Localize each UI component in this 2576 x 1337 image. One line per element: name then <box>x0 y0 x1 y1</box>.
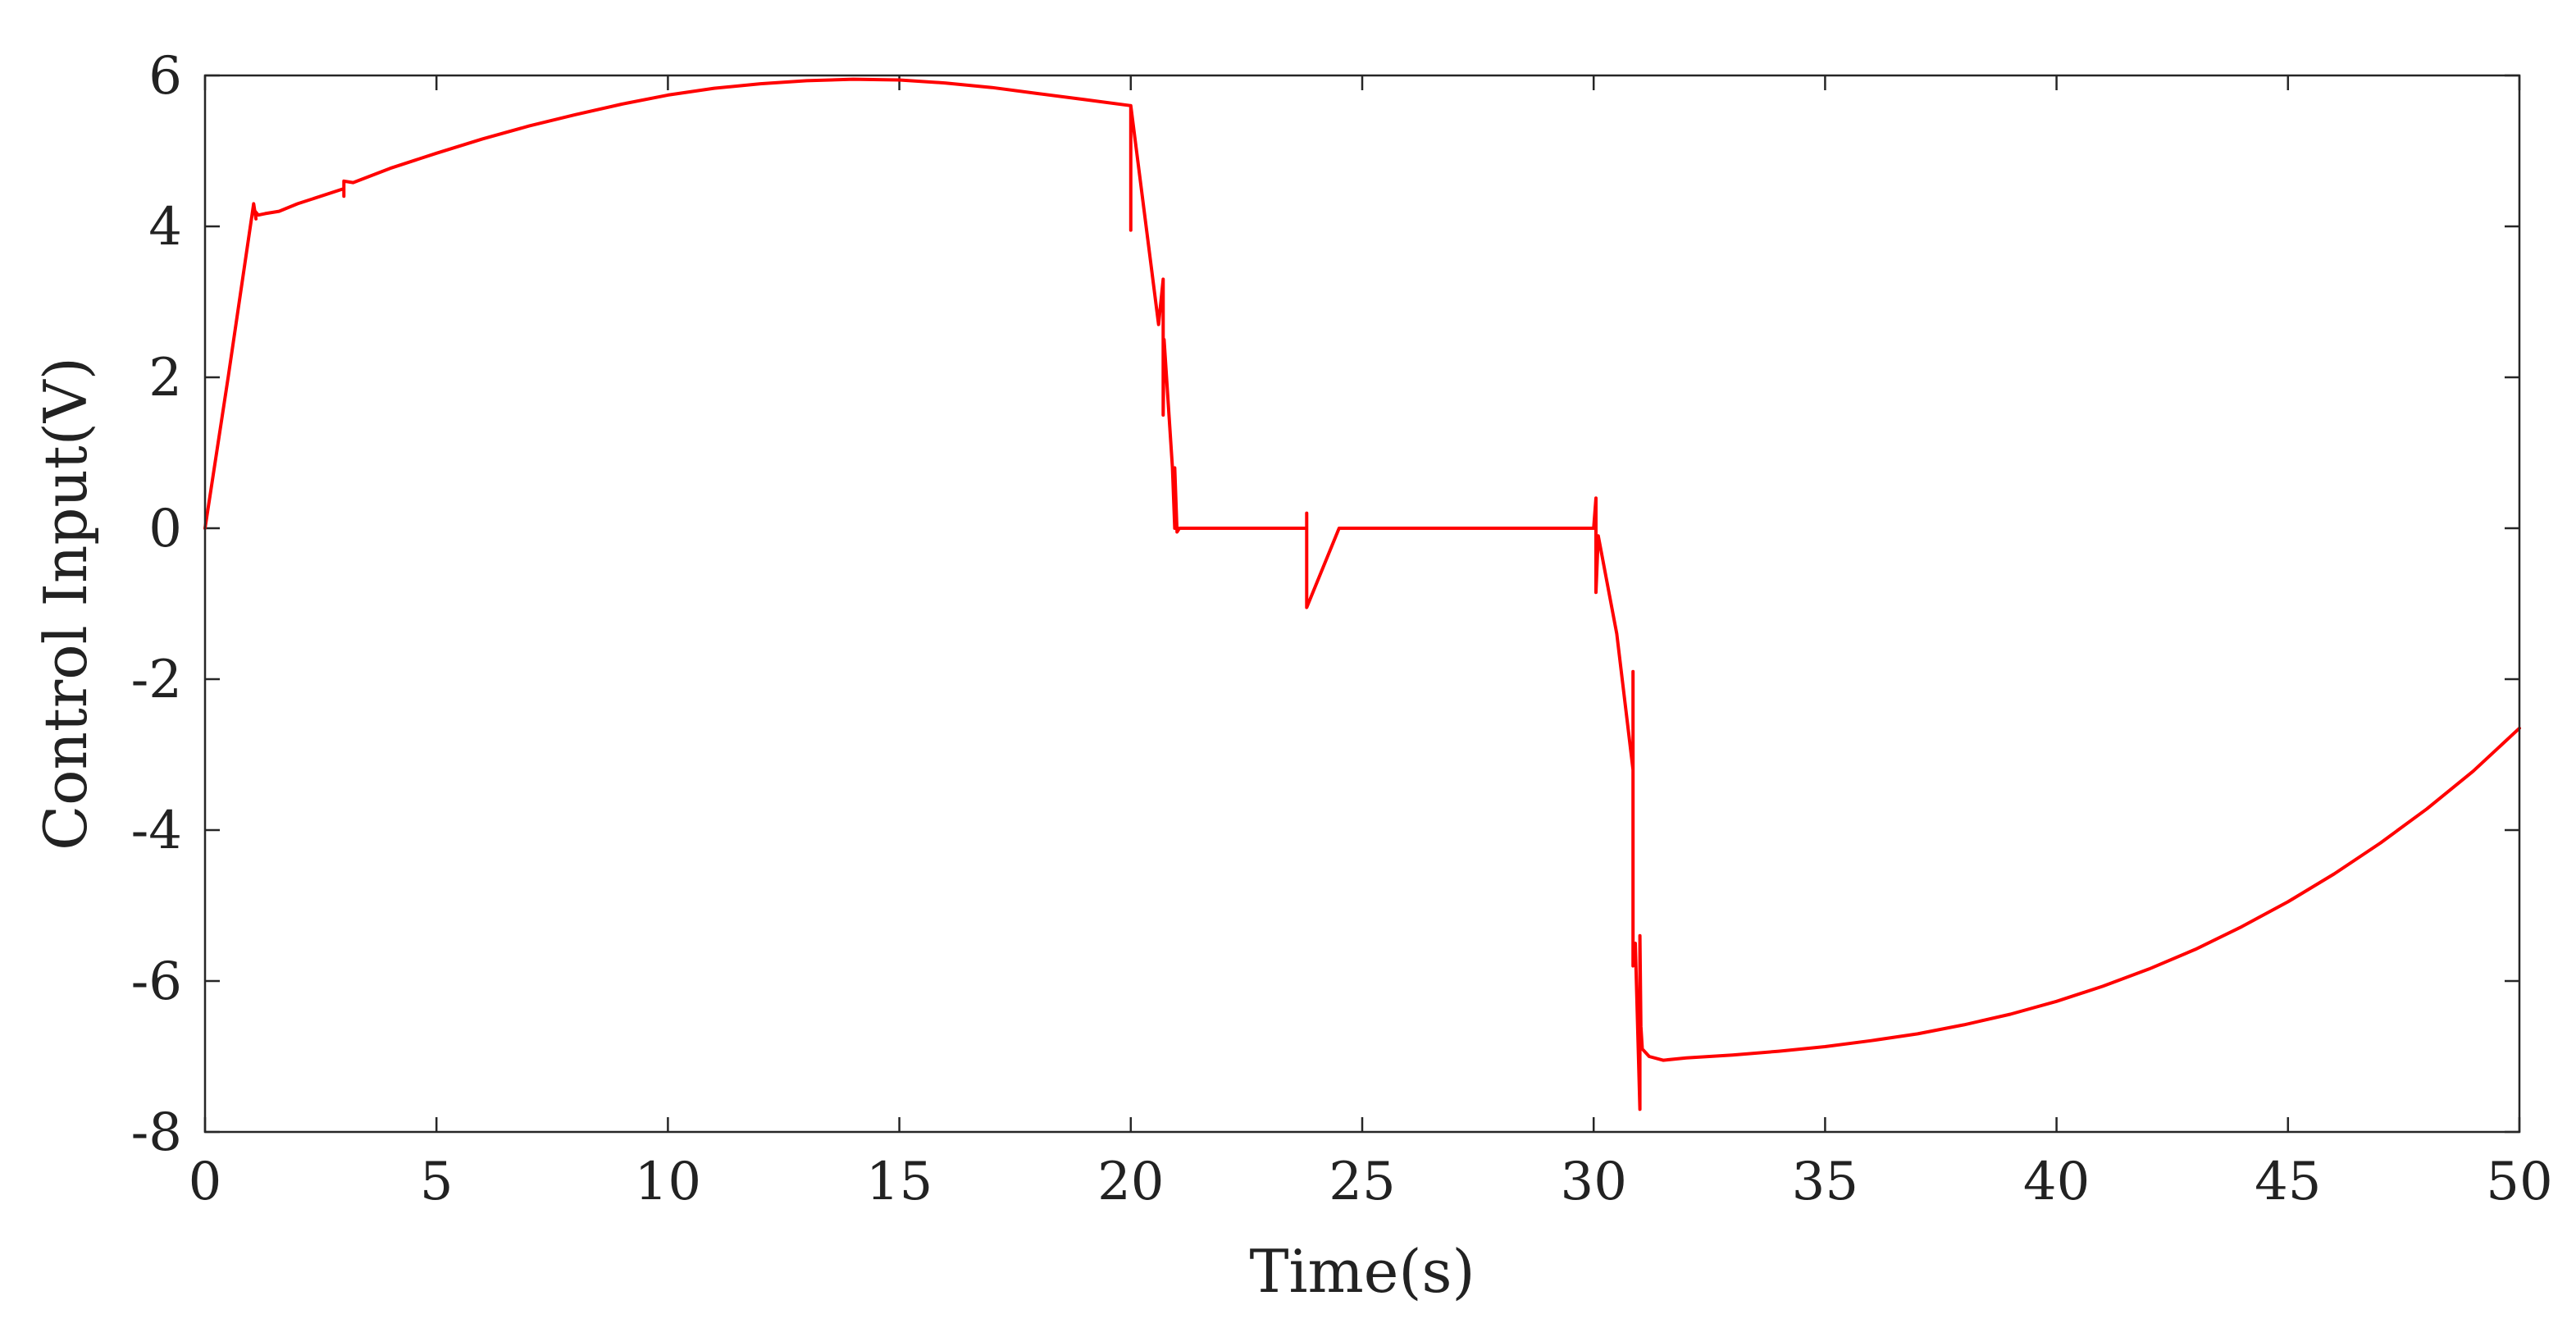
x-tick-label: 30 <box>1560 1152 1626 1212</box>
x-tick-label: 35 <box>1792 1152 1858 1212</box>
x-tick-label: 10 <box>635 1152 701 1212</box>
ticks-layer <box>203 74 2521 1134</box>
x-tick-label: 20 <box>1097 1152 1164 1212</box>
x-tick-label: 25 <box>1329 1152 1395 1212</box>
y-tick-label: 6 <box>148 46 182 107</box>
y-tick-label: -6 <box>131 951 182 1012</box>
series-layer <box>203 77 2521 1111</box>
y-tick-label: -2 <box>131 650 182 710</box>
y-tick-label: -8 <box>131 1102 182 1163</box>
y-axis-label: Control Input(V) <box>31 357 100 851</box>
x-tick-label: 5 <box>420 1152 454 1212</box>
series-line-0 <box>203 77 2521 1111</box>
x-tick-label: 15 <box>866 1152 932 1212</box>
x-tick-label: 40 <box>2023 1152 2090 1212</box>
y-tick-label: 0 <box>148 499 182 559</box>
plot-frame <box>203 74 2521 1134</box>
y-tick-label: -4 <box>131 801 182 861</box>
x-tick-label: 45 <box>2255 1152 2321 1212</box>
y-tick-label: 4 <box>148 197 182 258</box>
x-tick-label: 0 <box>189 1152 222 1212</box>
y-tick-label: 2 <box>148 348 182 408</box>
x-axis-label: Time(s) <box>1249 1237 1475 1306</box>
x-tick-label: 50 <box>2486 1152 2552 1212</box>
